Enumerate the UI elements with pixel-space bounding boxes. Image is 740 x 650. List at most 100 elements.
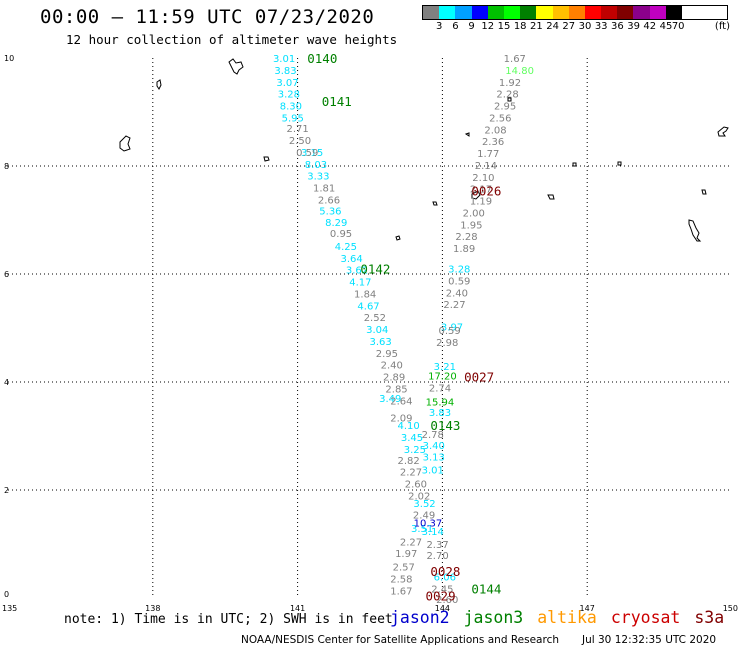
mission-label: cryosat (610, 608, 681, 627)
legend-tick-label: 30 (578, 21, 592, 32)
swh-value: 8.30 (280, 102, 302, 113)
swh-value: 2.71 (286, 124, 308, 135)
swh-value: 3.13 (423, 453, 445, 464)
swh-value: 4.10 (397, 421, 419, 432)
swh-value: 3.04 (366, 325, 388, 336)
y-tick-label: 8 (4, 162, 9, 171)
legend-swatch (633, 6, 650, 19)
page-title: 00:00 – 11:59 UTC 07/23/2020 (40, 6, 375, 28)
swh-value: 2.66 (318, 195, 340, 206)
swh-value: 1.81 (313, 184, 335, 195)
y-tick-label: 6 (4, 270, 9, 279)
swh-value: 2.40 (381, 361, 403, 372)
swh-value: 2.95 (494, 102, 516, 113)
mission-label: s3a (694, 608, 725, 627)
swh-value: 2.64 (390, 396, 412, 407)
island-outline (119, 135, 131, 152)
y-tick-label: 10 (4, 54, 14, 63)
legend-swatch (584, 6, 602, 19)
legend-swatch (439, 6, 456, 19)
legend-swatch (455, 6, 472, 19)
swh-value: 0.59 (296, 148, 318, 159)
swh-value: 3.14 (422, 527, 444, 538)
swh-value: 2.52 (364, 313, 386, 324)
swh-value: 5.36 (319, 206, 341, 217)
legend-units: (ft) (714, 21, 730, 32)
swh-value: 2.28 (496, 90, 518, 101)
swh-value: 3.15 (301, 148, 323, 159)
swh-value: 2.85 (385, 384, 407, 395)
swh-value: 8.03 (305, 160, 327, 171)
swh-value: 6.06 (434, 572, 456, 583)
swh-value: 3.62 (346, 266, 368, 277)
legend-tick-label: 24 (546, 21, 559, 32)
swh-value: 2.49 (413, 510, 435, 521)
legend-swatch (617, 6, 634, 19)
swh-value: 2.57 (393, 563, 415, 574)
swh-value: 3.64 (341, 254, 363, 265)
swh-value: 2.82 (397, 456, 419, 467)
swh-value: 3.01 (273, 54, 295, 65)
swh-value: 3.83 (274, 66, 296, 77)
swh-value: 2.14 (475, 161, 497, 172)
mission-label: jason3 (463, 608, 524, 627)
x-tick-label: 147 (580, 604, 595, 613)
swh-value: 3.01 (422, 465, 444, 476)
legend-tick-label: 36 (611, 21, 624, 32)
swh-value: 3.07 (276, 78, 298, 89)
swh-value: 3.28 (278, 90, 300, 101)
swh-value: 2.95 (376, 349, 398, 360)
island-outline (507, 97, 512, 102)
pass-label: 0027 (464, 370, 494, 385)
pass-label: 0140 (307, 51, 337, 66)
swh-value: 14.80 (505, 66, 534, 77)
swh-value: 2.74 (429, 383, 451, 394)
pass-label: 0141 (322, 94, 352, 109)
color-legend: (ft) 3 6 9 12 15 18 21 24 27 30 33 36 39 42 45 70 (422, 5, 730, 34)
island-outline (617, 161, 622, 166)
island-outline (228, 58, 244, 75)
legend-tick-label: 27 (562, 21, 576, 32)
generated-timestamp: Jul 30 12:32:35 UTC 2020 (582, 634, 717, 646)
swh-value: 1.89 (453, 244, 475, 255)
legend-tick-label: 45 (659, 21, 673, 32)
legend-swatch (665, 6, 682, 19)
island-outline (547, 194, 555, 200)
island-outline (263, 156, 270, 162)
legend-tick-label: 9 (468, 21, 475, 32)
island-outline (464, 132, 470, 137)
swh-value: 2.45 (431, 584, 453, 595)
swh-value: 2.27 (443, 300, 465, 311)
legend-swatch (552, 6, 569, 19)
swh-value: 3.63 (369, 337, 391, 348)
island-outline (156, 79, 162, 90)
legend-swatch (487, 6, 504, 19)
swh-value: 2.09 (390, 414, 412, 425)
swh-value: 3.51 (411, 524, 433, 535)
swh-value: 3.28 (448, 265, 470, 276)
swh-value: 2.00 (463, 208, 485, 219)
legend-swatch (601, 6, 618, 19)
swh-value: 0.59 (448, 276, 470, 287)
swh-value: 2.60 (405, 480, 427, 491)
legend-swatch (568, 6, 585, 19)
y-tick-label: 2 (4, 486, 9, 495)
pass-label: 0026 (471, 183, 501, 198)
swh-value: 2.10 (472, 173, 494, 184)
pass-label: 0142 (360, 262, 390, 277)
legend-tick-label: 12 (481, 21, 495, 32)
y-tick-label: 4 (4, 378, 9, 387)
swh-value: 2.37 (426, 540, 448, 551)
swh-value: 3.52 (413, 499, 435, 510)
swh-value: 2.28 (455, 232, 477, 243)
legend-swatch (423, 6, 440, 19)
island-outline (688, 219, 702, 242)
swh-value: 1.84 (354, 289, 376, 300)
swh-value: 17.20 (428, 372, 457, 383)
swh-value: 1.19 (470, 197, 492, 208)
legend-swatch (520, 6, 537, 19)
island-outline (395, 235, 401, 241)
swh-value: 2.40 (446, 288, 468, 299)
page-subtitle: 12 hour collection of altimeter wave hei… (66, 32, 398, 47)
swh-value: 3.49 (379, 394, 401, 405)
